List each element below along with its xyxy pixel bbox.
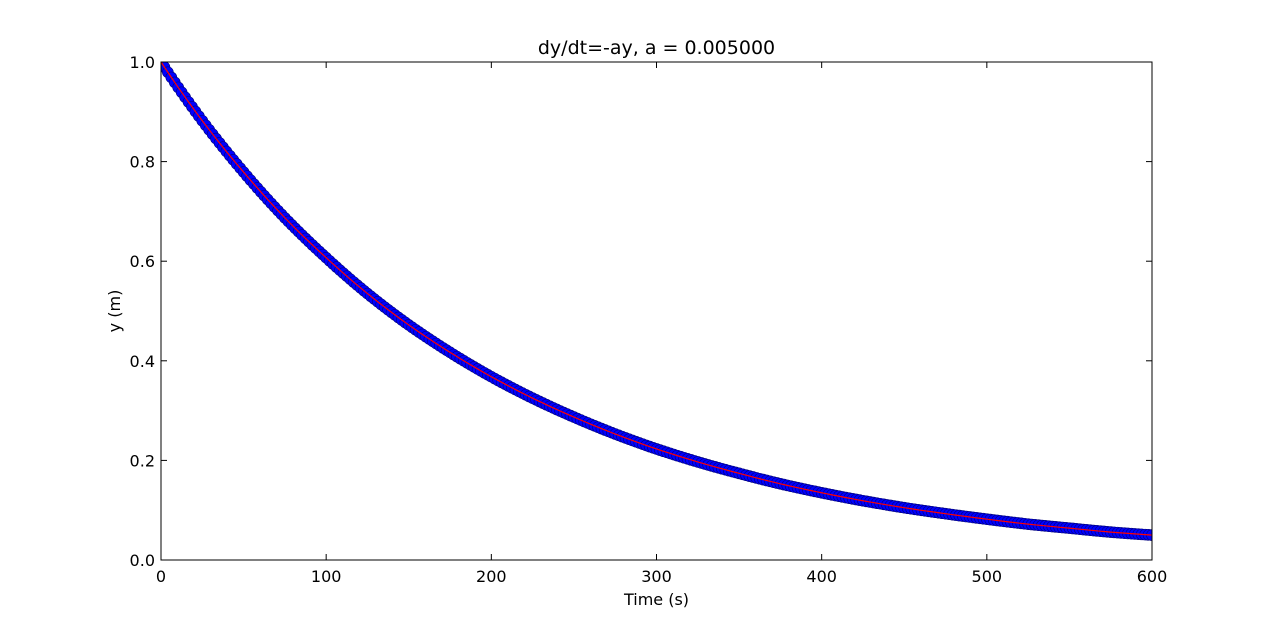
tick-layer: 0 100 200 300 400 500 600 0.0 0.2 0.4 0.6 0.8 1.0	[130, 53, 1168, 586]
x-axis-label: Time (s)	[623, 590, 689, 609]
series-layer	[161, 62, 1152, 541]
x-tick-label: 200	[476, 567, 507, 586]
y-tick-label: 0.4	[130, 352, 155, 371]
plot-area	[161, 62, 1152, 560]
x-tick-label: 400	[806, 567, 837, 586]
y-tick-label: 0.6	[130, 252, 155, 271]
y-tick-label: 0.8	[130, 153, 155, 172]
x-tick-label: 100	[311, 567, 342, 586]
y-tick-label: 0.2	[130, 451, 155, 470]
x-tick-label: 600	[1137, 567, 1168, 586]
series-line	[161, 62, 1152, 536]
x-tick-label: 300	[641, 567, 672, 586]
chart-title: dy/dt=-ay, a = 0.005000	[538, 37, 775, 59]
x-tick-label: 0	[156, 567, 166, 586]
y-axis-label: y (m)	[105, 290, 124, 333]
y-tick-label: 1.0	[130, 53, 155, 72]
x-tick-label: 500	[972, 567, 1003, 586]
y-tick-label: 0.0	[130, 551, 155, 570]
